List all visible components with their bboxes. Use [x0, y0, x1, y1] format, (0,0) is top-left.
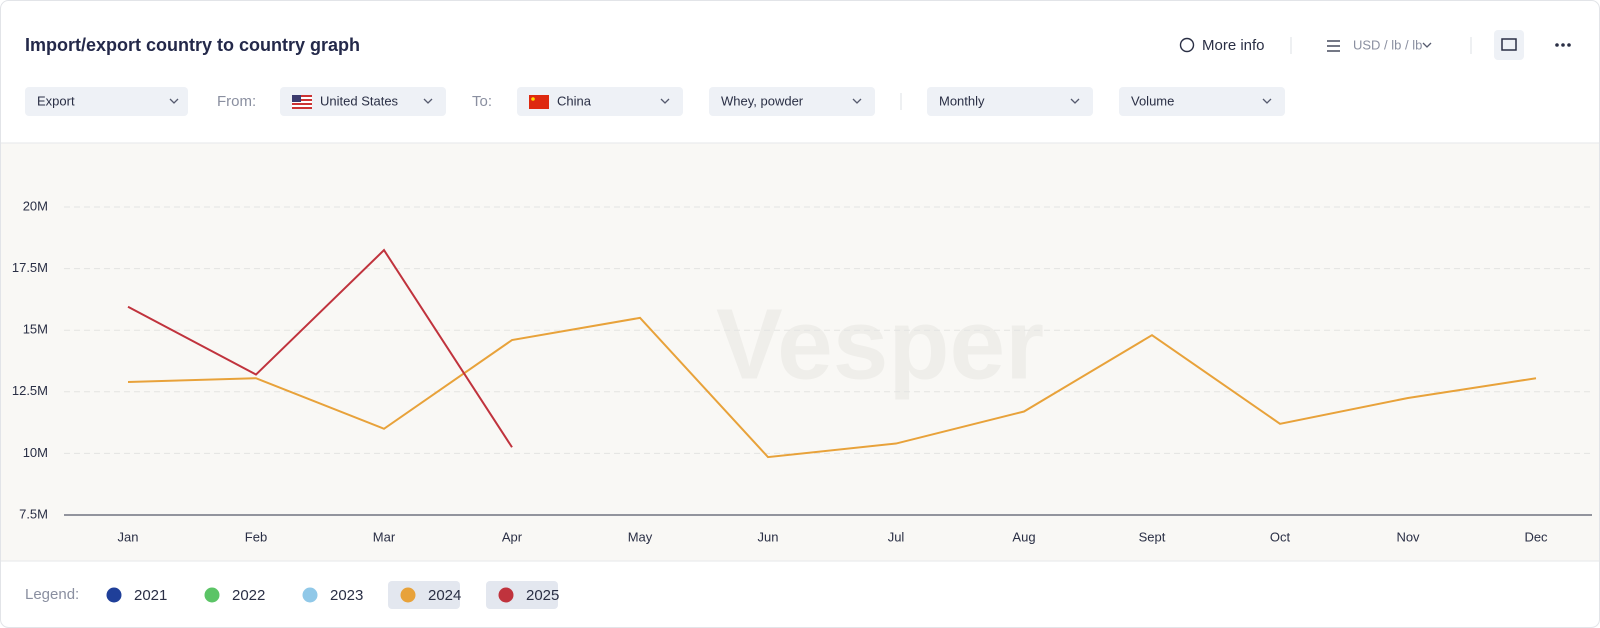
to-label: To: — [472, 93, 492, 110]
flow-select[interactable]: Export — [25, 87, 188, 116]
image-icon — [1501, 38, 1517, 51]
us-flag — [292, 95, 312, 109]
x-tick-label: Aug — [1012, 529, 1035, 544]
legend: 2021 2022 2023 2024 2025 — [106, 581, 559, 609]
to-select[interactable]: China — [517, 87, 683, 116]
units-select[interactable]: USD / lb / lb — [1327, 37, 1432, 52]
x-tick-label: Apr — [502, 529, 523, 544]
legend-label: 2021 — [134, 587, 167, 604]
y-tick-label: 10M — [23, 445, 48, 460]
x-tick-label: Feb — [245, 529, 267, 544]
x-tick-label: Nov — [1396, 529, 1420, 544]
legend-item[interactable]: 2022 — [204, 587, 266, 604]
y-tick-label: 17.5M — [12, 260, 48, 275]
y-tick-label: 12.5M — [12, 383, 48, 398]
flow-label: Export — [37, 93, 75, 108]
image-export-button[interactable] — [1494, 30, 1524, 60]
title: Import/export country to country graph — [25, 35, 360, 55]
from-value: United States — [320, 93, 399, 108]
more-info-label: More info — [1202, 37, 1265, 54]
y-tick-label: 7.5M — [19, 506, 48, 521]
x-tick-label: Oct — [1270, 529, 1291, 544]
legend-item[interactable]: 2025 — [486, 581, 559, 609]
series-line — [127, 316, 1537, 459]
legend-swatch — [106, 587, 122, 603]
more-menu[interactable] — [1555, 43, 1571, 47]
chevron — [1422, 42, 1432, 48]
from-label: From: — [217, 93, 256, 110]
frequency-value: Monthly — [939, 93, 985, 108]
legend-label: 2025 — [526, 587, 559, 604]
product-select[interactable]: Whey, powder — [709, 87, 875, 116]
more-info[interactable]: More info — [1179, 37, 1265, 54]
legend-label: 2022 — [232, 587, 265, 604]
frequency-select[interactable]: Monthly — [927, 87, 1093, 116]
x-tick-label: Jun — [758, 529, 779, 544]
units-label: USD / lb / lb — [1353, 37, 1422, 52]
legend-swatch — [302, 587, 318, 603]
legend-swatch — [400, 587, 416, 603]
x-tick-label: Jul — [888, 529, 905, 544]
legend-label: 2023 — [330, 587, 363, 604]
x-tick-label: Sept — [1139, 529, 1166, 544]
measure-value: Volume — [1131, 93, 1174, 108]
x-tick-label: May — [628, 529, 653, 544]
legend-swatch — [498, 587, 514, 603]
x-tick-label: Dec — [1524, 529, 1548, 544]
info-icon — [1179, 37, 1195, 53]
y-tick-label: 20M — [23, 198, 48, 213]
product-value: Whey, powder — [721, 93, 804, 108]
from-select[interactable]: United States — [280, 87, 446, 116]
to-value: China — [557, 93, 592, 108]
legend-item[interactable]: 2021 — [106, 587, 168, 604]
chart-area — [1, 143, 1599, 561]
watermark: Vesper — [716, 288, 1044, 400]
x-tick-label: Jan — [118, 529, 139, 544]
series-line — [127, 248, 513, 448]
x-tick-label: Mar — [373, 529, 396, 544]
y-tick-label: 15M — [23, 322, 48, 337]
legend-title: Legend: — [25, 586, 79, 603]
settings-icon — [1327, 40, 1340, 52]
legend-swatch — [204, 587, 220, 603]
legend-item[interactable]: 2024 — [388, 581, 461, 609]
plot: 7.5M 10M 12.5M 15M 17.5M 20M Jan Feb Mar Apr May Ju… — [12, 198, 1592, 544]
legend-item[interactable]: 2023 — [302, 587, 364, 604]
china-flag — [529, 95, 549, 109]
measure-select[interactable]: Volume — [1119, 87, 1285, 116]
legend-label: 2024 — [428, 587, 461, 604]
